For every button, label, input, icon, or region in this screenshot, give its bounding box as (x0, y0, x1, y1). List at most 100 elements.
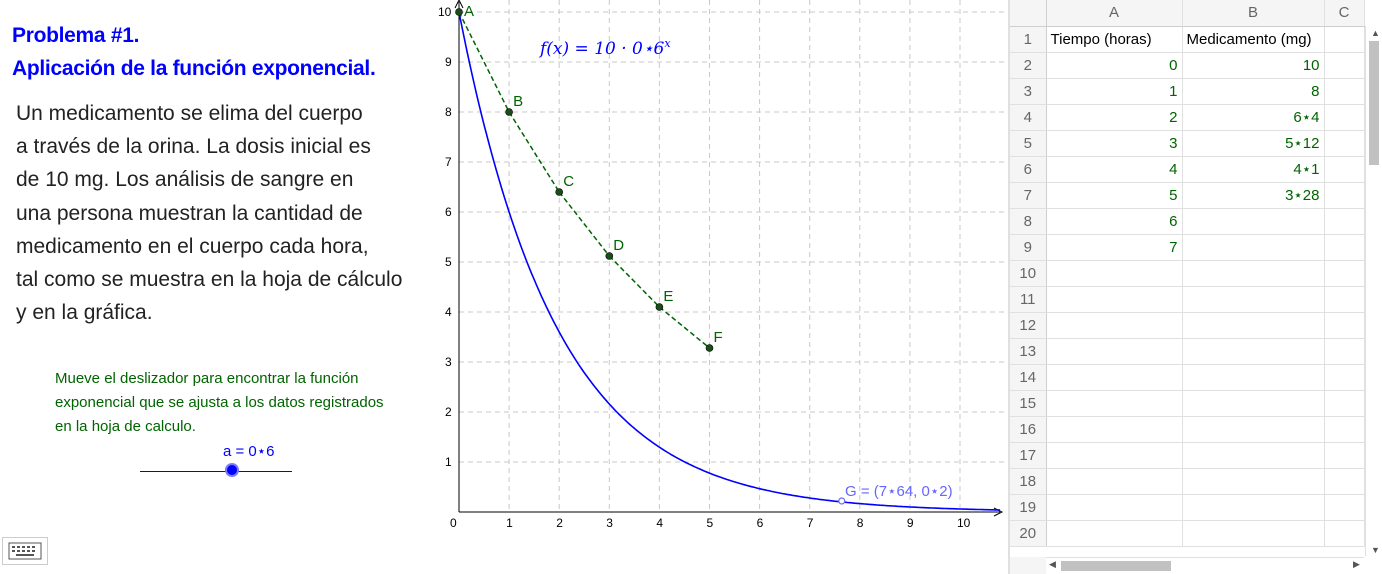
panel-divider[interactable] (1008, 0, 1010, 574)
cell-b19[interactable] (1182, 494, 1325, 521)
cell-b14[interactable] (1182, 364, 1325, 391)
row-header[interactable]: 19 (1010, 494, 1047, 521)
row-header[interactable]: 5 (1010, 130, 1047, 157)
cell-c20[interactable] (1324, 520, 1365, 547)
cell-a4[interactable]: 2 (1046, 104, 1183, 131)
cell-a16[interactable] (1046, 416, 1183, 443)
cell-a1[interactable]: Tiempo (horas) (1046, 26, 1183, 53)
row-header[interactable]: 17 (1010, 442, 1047, 469)
row-header[interactable]: 13 (1010, 338, 1047, 365)
cell-c18[interactable] (1324, 468, 1365, 495)
cell-c4[interactable] (1324, 104, 1365, 131)
row-header[interactable]: 12 (1010, 312, 1047, 339)
scroll-right-icon[interactable]: ▶ (1353, 559, 1360, 569)
vertical-scroll-thumb[interactable] (1369, 41, 1379, 165)
row-header[interactable]: 6 (1010, 156, 1047, 183)
slider-track[interactable] (140, 471, 292, 472)
cell-b5[interactable]: 5⋆12 (1182, 130, 1325, 157)
cell-b4[interactable]: 6⋆4 (1182, 104, 1325, 131)
horizontal-scroll-thumb[interactable] (1061, 561, 1171, 571)
cell-c14[interactable] (1324, 364, 1365, 391)
cell-b9[interactable] (1182, 234, 1325, 261)
corner-cell[interactable] (1010, 0, 1047, 27)
cell-a18[interactable] (1046, 468, 1183, 495)
cell-b8[interactable] (1182, 208, 1325, 235)
row-header[interactable]: 11 (1010, 286, 1047, 313)
cell-c8[interactable] (1324, 208, 1365, 235)
row-header[interactable]: 16 (1010, 416, 1047, 443)
cell-a11[interactable] (1046, 286, 1183, 313)
row-header[interactable]: 20 (1010, 520, 1047, 547)
cell-c15[interactable] (1324, 390, 1365, 417)
cell-b13[interactable] (1182, 338, 1325, 365)
cell-b16[interactable] (1182, 416, 1325, 443)
row-header[interactable]: 8 (1010, 208, 1047, 235)
cell-a5[interactable]: 3 (1046, 130, 1183, 157)
cell-a10[interactable] (1046, 260, 1183, 287)
cell-b20[interactable] (1182, 520, 1325, 547)
cell-b18[interactable] (1182, 468, 1325, 495)
row-header[interactable]: 3 (1010, 78, 1047, 105)
cell-a7[interactable]: 5 (1046, 182, 1183, 209)
column-header-b[interactable]: B (1182, 0, 1325, 27)
row-header[interactable]: 18 (1010, 468, 1047, 495)
cell-b3[interactable]: 8 (1182, 78, 1325, 105)
cell-b12[interactable] (1182, 312, 1325, 339)
cell-a15[interactable] (1046, 390, 1183, 417)
row-header[interactable]: 10 (1010, 260, 1047, 287)
cell-c5[interactable] (1324, 130, 1365, 157)
cell-a20[interactable] (1046, 520, 1183, 547)
scroll-down-icon[interactable]: ▼ (1371, 545, 1380, 555)
horizontal-scrollbar[interactable]: ◀ ▶ (1046, 557, 1364, 574)
cell-b7[interactable]: 3⋆28 (1182, 182, 1325, 209)
cell-a19[interactable] (1046, 494, 1183, 521)
slider-handle[interactable] (225, 463, 239, 477)
cell-c2[interactable] (1324, 52, 1365, 79)
cell-a17[interactable] (1046, 442, 1183, 469)
cell-b11[interactable] (1182, 286, 1325, 313)
cell-c6[interactable] (1324, 156, 1365, 183)
cell-c9[interactable] (1324, 234, 1365, 261)
cell-a8[interactable]: 6 (1046, 208, 1183, 235)
cell-a13[interactable] (1046, 338, 1183, 365)
row-header[interactable]: 9 (1010, 234, 1047, 261)
cell-c1[interactable] (1324, 26, 1365, 53)
graph-canvas[interactable]: 0 1 2 3 4 5 6 7 8 9 10 1 2 3 4 5 6 7 8 9 10 A B C D E F f(x) = 10… (438, 0, 1008, 574)
scroll-left-icon[interactable]: ◀ (1049, 559, 1056, 569)
cell-c19[interactable] (1324, 494, 1365, 521)
cell-c17[interactable] (1324, 442, 1365, 469)
cell-b2[interactable]: 10 (1182, 52, 1325, 79)
row-header[interactable]: 1 (1010, 26, 1047, 53)
row-header[interactable]: 7 (1010, 182, 1047, 209)
graphics-view[interactable]: 0 1 2 3 4 5 6 7 8 9 10 1 2 3 4 5 6 7 8 9 10 A B C D E F f(x) = 10… (438, 0, 1008, 574)
cell-a6[interactable]: 4 (1046, 156, 1183, 183)
row-header[interactable]: 4 (1010, 104, 1047, 131)
cell-c3[interactable] (1324, 78, 1365, 105)
row-header[interactable]: 2 (1010, 52, 1047, 79)
row-header[interactable]: 15 (1010, 390, 1047, 417)
cell-a12[interactable] (1046, 312, 1183, 339)
cell-b15[interactable] (1182, 390, 1325, 417)
cell-a9[interactable]: 7 (1046, 234, 1183, 261)
row-header[interactable]: 14 (1010, 364, 1047, 391)
cell-c11[interactable] (1324, 286, 1365, 313)
keyboard-button[interactable] (2, 537, 48, 565)
cell-c10[interactable] (1324, 260, 1365, 287)
column-header-a[interactable]: A (1046, 0, 1183, 27)
cell-a2[interactable]: 0 (1046, 52, 1183, 79)
cell-b1[interactable]: Medicamento (mg) (1182, 26, 1325, 53)
scroll-up-icon[interactable]: ▲ (1371, 28, 1380, 38)
cell-c16[interactable] (1324, 416, 1365, 443)
cell-b17[interactable] (1182, 442, 1325, 469)
cell-a3[interactable]: 1 (1046, 78, 1183, 105)
problem-statement: Un medicamento se elima del cuerpo a tra… (16, 97, 436, 329)
cell-c12[interactable] (1324, 312, 1365, 339)
column-header-c[interactable]: C (1324, 0, 1365, 27)
cell-c13[interactable] (1324, 338, 1365, 365)
vertical-scrollbar[interactable]: ▲ ▼ (1365, 26, 1382, 556)
cell-a14[interactable] (1046, 364, 1183, 391)
spreadsheet-view[interactable]: A B C 1 Tiempo (horas) Medicamento (mg) … (1010, 0, 1382, 574)
cell-b10[interactable] (1182, 260, 1325, 287)
cell-c7[interactable] (1324, 182, 1365, 209)
cell-b6[interactable]: 4⋆1 (1182, 156, 1325, 183)
